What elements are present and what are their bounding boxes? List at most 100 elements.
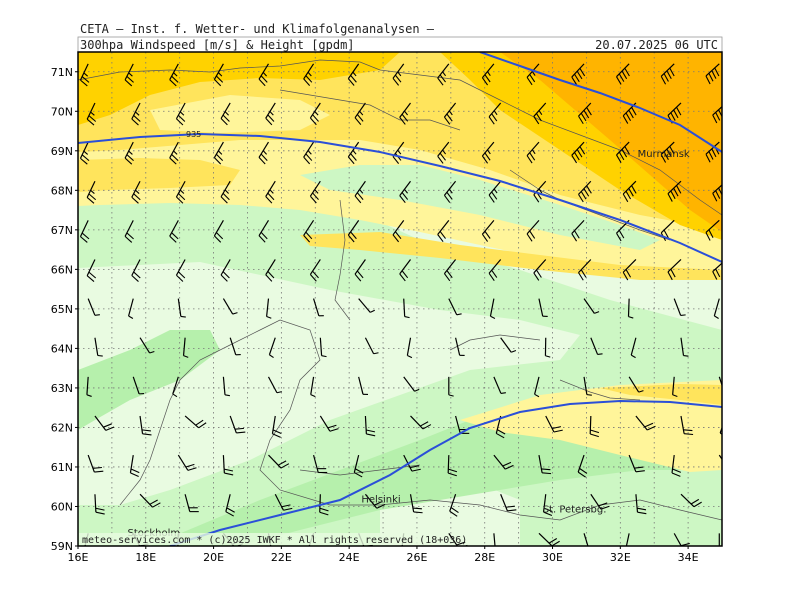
chart-subtitle: 300hpa Windspeed [m/s] & Height [gpdm]	[80, 38, 355, 52]
wind-barb	[94, 337, 103, 357]
credit-box	[79, 533, 439, 545]
longitude-label: 20E	[203, 551, 224, 564]
wind-barb	[628, 376, 644, 393]
wind-barb	[726, 338, 740, 353]
wind-barb	[443, 102, 457, 125]
wind-barb	[571, 63, 586, 85]
wind-barb	[448, 376, 454, 397]
latitude-label: 70N	[51, 105, 73, 118]
wind-barb	[448, 298, 462, 316]
wind-barb	[177, 454, 197, 471]
wind-barb	[265, 180, 276, 204]
latitude-label: 68N	[51, 184, 73, 197]
latitude-label: 60N	[51, 500, 73, 513]
wind-barb	[493, 376, 506, 394]
wind-barb	[577, 454, 588, 478]
wind-barb	[128, 298, 134, 319]
wind-barb	[622, 180, 637, 203]
wind-barb	[672, 376, 678, 398]
wind-barb	[705, 141, 720, 163]
wind-barb	[392, 63, 405, 86]
wind-barb	[358, 376, 369, 395]
subtitle-frame	[77, 36, 723, 53]
wind-barb	[493, 533, 496, 546]
wind-barb	[139, 415, 152, 436]
wind-barb	[86, 376, 92, 397]
wind-barb	[175, 180, 186, 204]
longitude-label: 26E	[406, 551, 427, 564]
wind-barb	[213, 141, 224, 165]
latitude-label: 65N	[51, 303, 73, 316]
longitude-label: 24E	[339, 551, 360, 564]
plot-area: MurmanskHelsinkiStockholmSt. Petersbg.	[78, 52, 740, 546]
field-yellow-west-band	[78, 158, 240, 192]
wind-barb	[220, 102, 231, 126]
height-contour-south	[169, 399, 722, 546]
wind-barb	[129, 455, 140, 478]
wind-barb	[488, 259, 502, 281]
wind-barb	[222, 376, 230, 397]
wind-barb	[526, 141, 540, 164]
city-label: St. Petersbg.	[543, 504, 607, 515]
wind-barb	[409, 494, 423, 514]
wind-barb	[354, 259, 366, 282]
wind-barb	[712, 262, 722, 280]
wind-barb	[213, 220, 224, 243]
wind-barb	[500, 494, 517, 512]
wind-barb	[544, 337, 551, 358]
wind-barb	[175, 102, 186, 126]
wind-barb	[533, 102, 547, 125]
plot-frame	[77, 51, 723, 547]
wind-barb	[616, 141, 630, 163]
footer-credit: meteo-services.com * (c)2025 IWKF * All …	[82, 535, 467, 546]
wind-barb	[403, 376, 420, 392]
wind-barb	[87, 454, 104, 473]
longitude-label: 18E	[135, 551, 156, 564]
wind-barb	[399, 259, 411, 282]
latitude-labels: 71N 70N 69N 68N 67N 66N 65N 64N 63N 62N 61N 60N 59N	[51, 66, 78, 553]
wind-barb	[258, 141, 269, 165]
wind-barb	[538, 298, 548, 318]
longitude-label: 28E	[474, 551, 495, 564]
wind-barb	[266, 298, 272, 319]
longitude-labels: 16E 18E 20E 22E 24E 26E 28E 30E 32E 34E	[68, 546, 699, 564]
wind-barb	[481, 141, 495, 164]
wind-barb	[488, 180, 502, 203]
wind-barb	[449, 494, 459, 517]
wind-barb	[131, 259, 141, 282]
wind-barb	[589, 415, 600, 438]
wind-barb	[319, 337, 327, 358]
wind-barb	[443, 259, 457, 282]
height-contour-north	[78, 132, 722, 263]
wind-barb	[353, 454, 364, 478]
height-contour-northeast	[479, 52, 722, 153]
wind-barb	[526, 219, 540, 242]
wind-barb	[713, 298, 720, 319]
wind-barb	[131, 180, 141, 204]
wind-barb	[437, 219, 450, 243]
wind-barb	[86, 180, 97, 204]
wind-barb	[534, 376, 540, 398]
wind-barb	[347, 141, 360, 165]
wind-barb	[184, 415, 207, 429]
wind-barb	[303, 220, 315, 243]
wind-barb	[364, 415, 376, 437]
wind-barb	[79, 220, 90, 243]
wind-barb	[705, 219, 720, 241]
wind-barb	[578, 102, 592, 125]
wind-barb	[455, 337, 465, 356]
longitude-label: 16E	[68, 551, 89, 564]
wind-barb	[542, 494, 553, 516]
wind-barb	[131, 102, 141, 126]
longitude-label: 32E	[610, 551, 631, 564]
wind-barb	[222, 455, 234, 476]
wind-barb	[571, 141, 586, 164]
wind-barb	[268, 454, 290, 469]
valid-time: 20.07.2025 06 UTC	[595, 38, 718, 52]
wind-barb	[493, 454, 514, 470]
latitude-label: 61N	[51, 461, 73, 474]
wind-barb	[225, 494, 235, 517]
field-green-west	[78, 330, 220, 430]
wind-barb	[667, 180, 682, 202]
